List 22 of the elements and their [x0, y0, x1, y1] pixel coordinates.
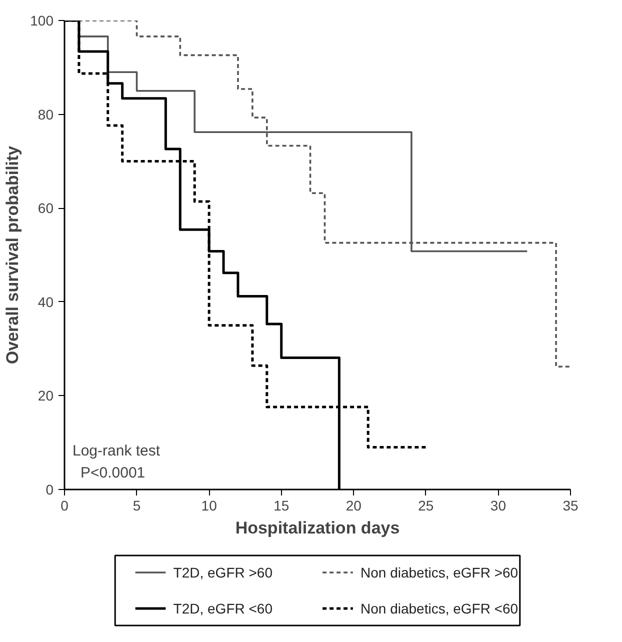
- annotation: Log-rank test: [72, 442, 161, 460]
- y-tick-label: 60: [38, 200, 54, 216]
- y-tick-label: 80: [38, 106, 54, 122]
- annotation: P<0.0001: [80, 464, 146, 482]
- legend-label: Non diabetics, eGFR >60: [360, 564, 518, 580]
- legend-label: Non diabetics, eGFR <60: [360, 600, 518, 616]
- legend-label: T2D, eGFR >60: [173, 564, 273, 580]
- x-tick-label: 25: [418, 498, 434, 514]
- x-tick-label: 35: [562, 498, 578, 514]
- x-axis-title: Hospitalization days: [235, 518, 400, 538]
- y-tick-label: 0: [46, 482, 54, 498]
- x-tick-label: 15: [274, 498, 290, 514]
- y-tick-label: 100: [30, 12, 54, 28]
- x-tick-label: 20: [346, 498, 362, 514]
- y-tick-label: 40: [38, 294, 54, 310]
- x-tick-label: 30: [490, 498, 506, 514]
- x-tick-label: 5: [132, 498, 141, 514]
- y-axis-title: Overall survival probability: [3, 145, 22, 364]
- x-tick-label: 10: [201, 498, 218, 514]
- legend-label: T2D, eGFR <60: [173, 600, 273, 616]
- y-tick-label: 20: [38, 388, 54, 404]
- x-tick-label: 0: [60, 498, 69, 514]
